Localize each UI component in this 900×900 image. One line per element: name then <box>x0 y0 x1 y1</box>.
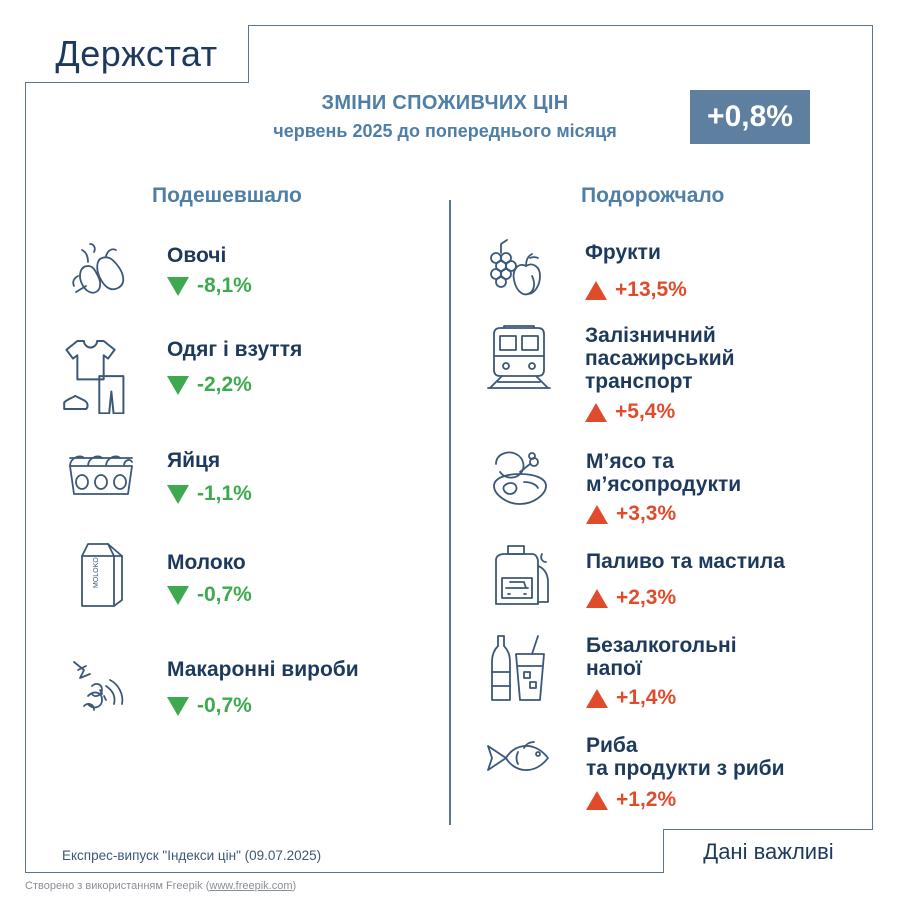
vegetables-icon <box>68 236 130 298</box>
credit-end: ) <box>292 880 297 892</box>
credit-text: Створено з використанням Freepik ( <box>25 880 210 892</box>
item-change: +13,5% <box>585 278 687 302</box>
change-value: +13,5% <box>615 278 687 301</box>
up-arrow-icon <box>586 588 608 608</box>
title-block: ЗМІНИ СПОЖИВЧИХ ЦІН червень 2025 до попе… <box>210 92 680 142</box>
item-name: Макаронні вироби <box>167 658 359 681</box>
clothes-icon <box>62 336 130 415</box>
item-name: Фрукти <box>585 241 661 264</box>
down-arrow-icon <box>167 484 189 504</box>
item-name: Паливо та мастила <box>586 550 785 573</box>
up-arrow-icon <box>586 790 608 810</box>
item-change: +2,3% <box>586 586 676 610</box>
logo-text: Держстат <box>55 32 218 74</box>
item-name-line: пасажирський <box>585 347 735 370</box>
item-name-line: Безалкогольні <box>586 634 737 657</box>
column-divider <box>449 200 451 825</box>
change-value: -2,2% <box>197 373 252 396</box>
item-name: Риба та продукти з риби <box>586 734 785 780</box>
credit-link[interactable]: www.freepik.com <box>209 880 293 892</box>
item-name-line: Паливо та мастила <box>586 550 785 573</box>
change-value: -1,1% <box>197 482 252 505</box>
item-name-line: м’ясопродукти <box>586 473 742 496</box>
change-value: +5,4% <box>615 400 676 423</box>
up-arrow-icon <box>585 280 607 300</box>
title-subtitle: червень 2025 до попереднього місяця <box>273 121 617 141</box>
eggs-icon <box>66 448 136 498</box>
item-change: -2,2% <box>167 373 252 397</box>
change-value: +2,3% <box>616 586 677 609</box>
item-name-line: напої <box>586 657 642 680</box>
train-icon <box>486 324 552 390</box>
cheaper-heading: Подешевшало <box>152 184 302 207</box>
item-name-line: транспорт <box>585 370 693 393</box>
up-arrow-icon <box>586 688 608 708</box>
change-value: +1,4% <box>616 686 677 709</box>
item-change: +1,4% <box>586 686 676 710</box>
down-arrow-icon <box>167 585 189 605</box>
svg-text:MOLOKO: MOLOKO <box>93 557 100 588</box>
down-arrow-icon <box>167 696 189 716</box>
title-main: ЗМІНИ СПОЖИВЧИХ ЦІН <box>321 92 569 114</box>
item-name: Молоко <box>167 551 246 574</box>
item-name-line: та продукти з риби <box>586 757 785 780</box>
item-name-line: Залізничний <box>585 324 716 347</box>
source-note: Експрес-випуск "Індекси цін" (09.07.2025… <box>62 848 322 863</box>
item-change: -1,1% <box>167 482 252 506</box>
item-change: +5,4% <box>585 400 675 424</box>
meat-icon <box>490 446 550 508</box>
item-change: +1,2% <box>586 788 676 812</box>
item-name: Одяг і взуття <box>167 338 303 361</box>
pricier-heading: Подорожчало <box>581 184 725 207</box>
item-name-line: Риба <box>586 734 638 757</box>
item-name: М’ясо та м’ясопродукти <box>586 450 741 496</box>
up-arrow-icon <box>585 402 607 422</box>
item-change: -0,7% <box>167 694 252 718</box>
item-name: Безалкогольні напої <box>586 634 737 680</box>
infographic-frame <box>25 25 873 873</box>
fuel-icon <box>488 544 550 608</box>
down-arrow-icon <box>167 276 189 296</box>
item-name: Яйця <box>167 449 221 472</box>
change-value: +1,2% <box>616 788 677 811</box>
change-value: +3,3% <box>616 502 677 525</box>
down-arrow-icon <box>167 375 189 395</box>
item-name: Залізничний пасажирський транспорт <box>585 324 735 393</box>
milk-icon: MOLOKO <box>78 542 128 608</box>
pasta-icon <box>70 656 128 718</box>
item-name-line: Фрукти <box>585 241 661 264</box>
fish-icon <box>484 734 550 782</box>
logo: Держстат <box>25 25 249 83</box>
change-value: -0,7% <box>197 583 252 606</box>
fruits-icon <box>486 236 548 298</box>
item-change: -0,7% <box>167 583 252 607</box>
change-value: -0,7% <box>197 694 252 717</box>
item-name-line: М’ясо та <box>586 450 674 473</box>
up-arrow-icon <box>586 504 608 524</box>
item-name: Овочі <box>167 244 227 267</box>
item-change: +3,3% <box>586 502 676 526</box>
total-change-badge: +0,8% <box>690 90 810 144</box>
change-value: -8,1% <box>197 274 252 297</box>
drinks-icon <box>488 632 548 702</box>
credit-note: Створено з використанням Freepik (www.fr… <box>25 880 296 892</box>
item-change: -8,1% <box>167 274 252 298</box>
important-data-label: Дані важливі <box>663 829 873 873</box>
